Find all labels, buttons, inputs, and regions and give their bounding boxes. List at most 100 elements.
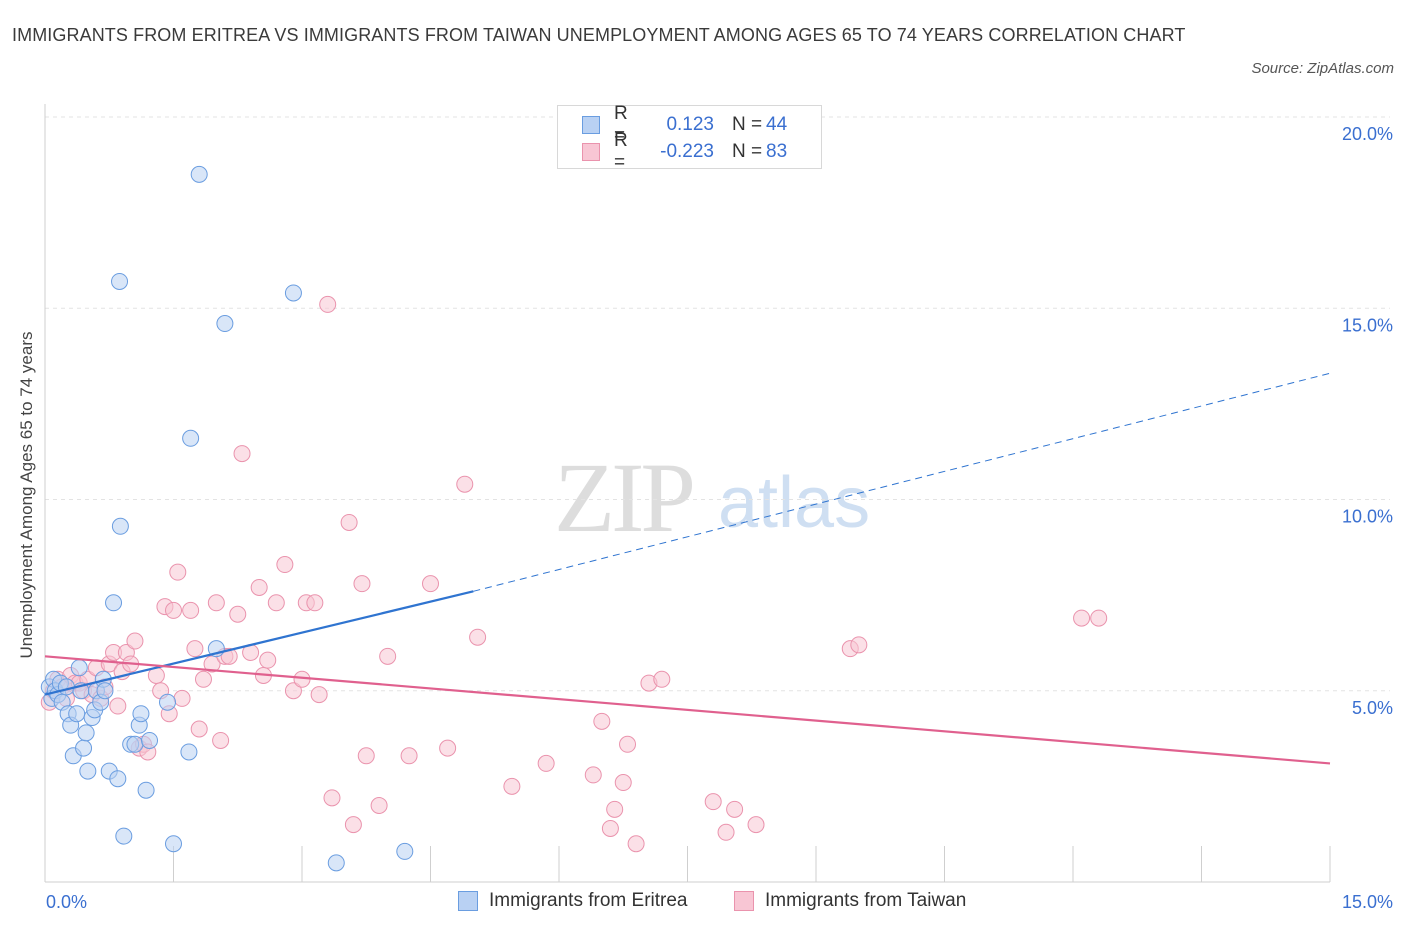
taiwan-point (259, 651, 277, 669)
legend-n-label: N = (732, 141, 763, 162)
eritrea-point (216, 315, 234, 333)
taiwan-point (1073, 609, 1091, 627)
series-swatch-taiwan (734, 891, 754, 911)
series-label-eritrea: Immigrants from Eritrea (489, 890, 688, 911)
legend-row-eritrea: R = 0.123 N = 44 (582, 103, 787, 146)
taiwan-point (537, 754, 555, 772)
legend-swatch-eritrea (582, 116, 600, 134)
y-tick-label: 15.0% (1342, 315, 1393, 335)
taiwan-point (229, 605, 247, 623)
eritrea-points (40, 165, 414, 872)
eritrea-point (70, 659, 88, 677)
eritrea-point (126, 735, 144, 753)
taiwan-point (370, 797, 388, 814)
taiwan-point (357, 747, 375, 765)
eritrea-point (141, 731, 159, 749)
taiwan-point (704, 793, 722, 811)
taiwan-point (306, 594, 324, 612)
eritrea-point (396, 842, 414, 860)
legend-r-label: R = (614, 130, 628, 173)
taiwan-point (182, 601, 200, 619)
trend-lines (44, 372, 1331, 765)
correlation-legend: R = 0.123 N = 44 R = -0.223 N = 83 (557, 103, 822, 173)
taiwan-point (469, 628, 487, 646)
legend-r-value-eritrea: 0.123 (666, 114, 714, 135)
taiwan-points (40, 295, 1108, 853)
taiwan-point (250, 578, 268, 596)
eritrea-point (75, 739, 93, 757)
series-swatch-eritrea (458, 891, 478, 911)
taiwan-point (422, 575, 439, 593)
taiwan-point (220, 647, 238, 665)
taiwan-point (165, 601, 182, 619)
series-legend-taiwan[interactable]: Immigrants from Taiwan (734, 890, 966, 912)
taiwan-point (323, 789, 341, 807)
eritrea-point (96, 682, 114, 700)
eritrea-point (190, 165, 208, 183)
x-tick-label: 15.0% (1342, 892, 1393, 912)
series-label-taiwan: Immigrants from Taiwan (765, 890, 967, 911)
eritrea-trend-line (44, 590, 474, 696)
taiwan-point (503, 777, 521, 795)
eritrea-point (182, 429, 200, 447)
taiwan-point (439, 739, 457, 757)
taiwan-point (173, 689, 191, 707)
series-legend-eritrea[interactable]: Immigrants from Eritrea (458, 890, 687, 912)
taiwan-point (627, 835, 645, 853)
x-tick-label: 0.0% (46, 892, 87, 912)
eritrea-point (137, 781, 155, 799)
taiwan-point (593, 712, 611, 730)
chart-title: IMMIGRANTS FROM ERITREA VS IMMIGRANTS FR… (12, 25, 1186, 45)
taiwan-point (340, 513, 358, 531)
eritrea-point (180, 743, 198, 761)
eritrea-point (68, 705, 86, 723)
taiwan-point (267, 594, 285, 612)
eritrea-point (57, 678, 75, 696)
eritrea-point (111, 272, 129, 290)
taiwan-point (456, 475, 474, 493)
taiwan-point (186, 640, 204, 658)
taiwan-point (584, 766, 602, 784)
eritrea-point (165, 835, 182, 853)
taiwan-point (344, 816, 362, 834)
taiwan-point (190, 720, 208, 738)
eritrea-point (115, 827, 133, 845)
taiwan-point (207, 594, 225, 612)
taiwan-point (717, 823, 735, 841)
series-legend: Immigrants from Eritrea Immigrants from … (0, 890, 1406, 916)
tick-labels: 5.0% 10.0% 15.0% 20.0% 0.0% 15.0% (46, 124, 1393, 912)
taiwan-point (747, 816, 765, 834)
y-tick-label: 5.0% (1352, 698, 1393, 718)
taiwan-point (310, 686, 328, 704)
taiwan-point (726, 800, 744, 818)
taiwan-point (212, 731, 230, 749)
legend-row-taiwan: R = -0.223 N = 83 (582, 130, 787, 173)
legend-r-value-taiwan: -0.223 (660, 141, 714, 162)
taiwan-point (400, 747, 418, 765)
eritrea-point (109, 770, 127, 788)
grid-lines (45, 116, 1390, 692)
taiwan-point (606, 800, 624, 818)
taiwan-point (379, 647, 397, 665)
taiwan-point (601, 819, 619, 837)
eritrea-point (79, 762, 97, 780)
legend-swatch-taiwan (582, 143, 600, 161)
taiwan-point (169, 563, 187, 581)
taiwan-point (276, 556, 294, 574)
eritrea-point (77, 724, 95, 742)
axes (44, 104, 1331, 883)
taiwan-point (619, 735, 637, 753)
eritrea-point (132, 705, 150, 723)
watermark-atlas: atlas (718, 463, 871, 543)
eritrea-point (327, 854, 345, 872)
source-credit: Source: ZipAtlas.com (1251, 60, 1394, 77)
taiwan-point (319, 295, 337, 313)
taiwan-point (653, 670, 671, 688)
taiwan-point (850, 636, 868, 654)
eritrea-trend-extension (473, 372, 1331, 592)
y-tick-label: 20.0% (1342, 124, 1393, 144)
taiwan-trend-line (44, 655, 1331, 765)
legend-r-label: R = (614, 103, 628, 146)
taiwan-point (614, 774, 632, 792)
